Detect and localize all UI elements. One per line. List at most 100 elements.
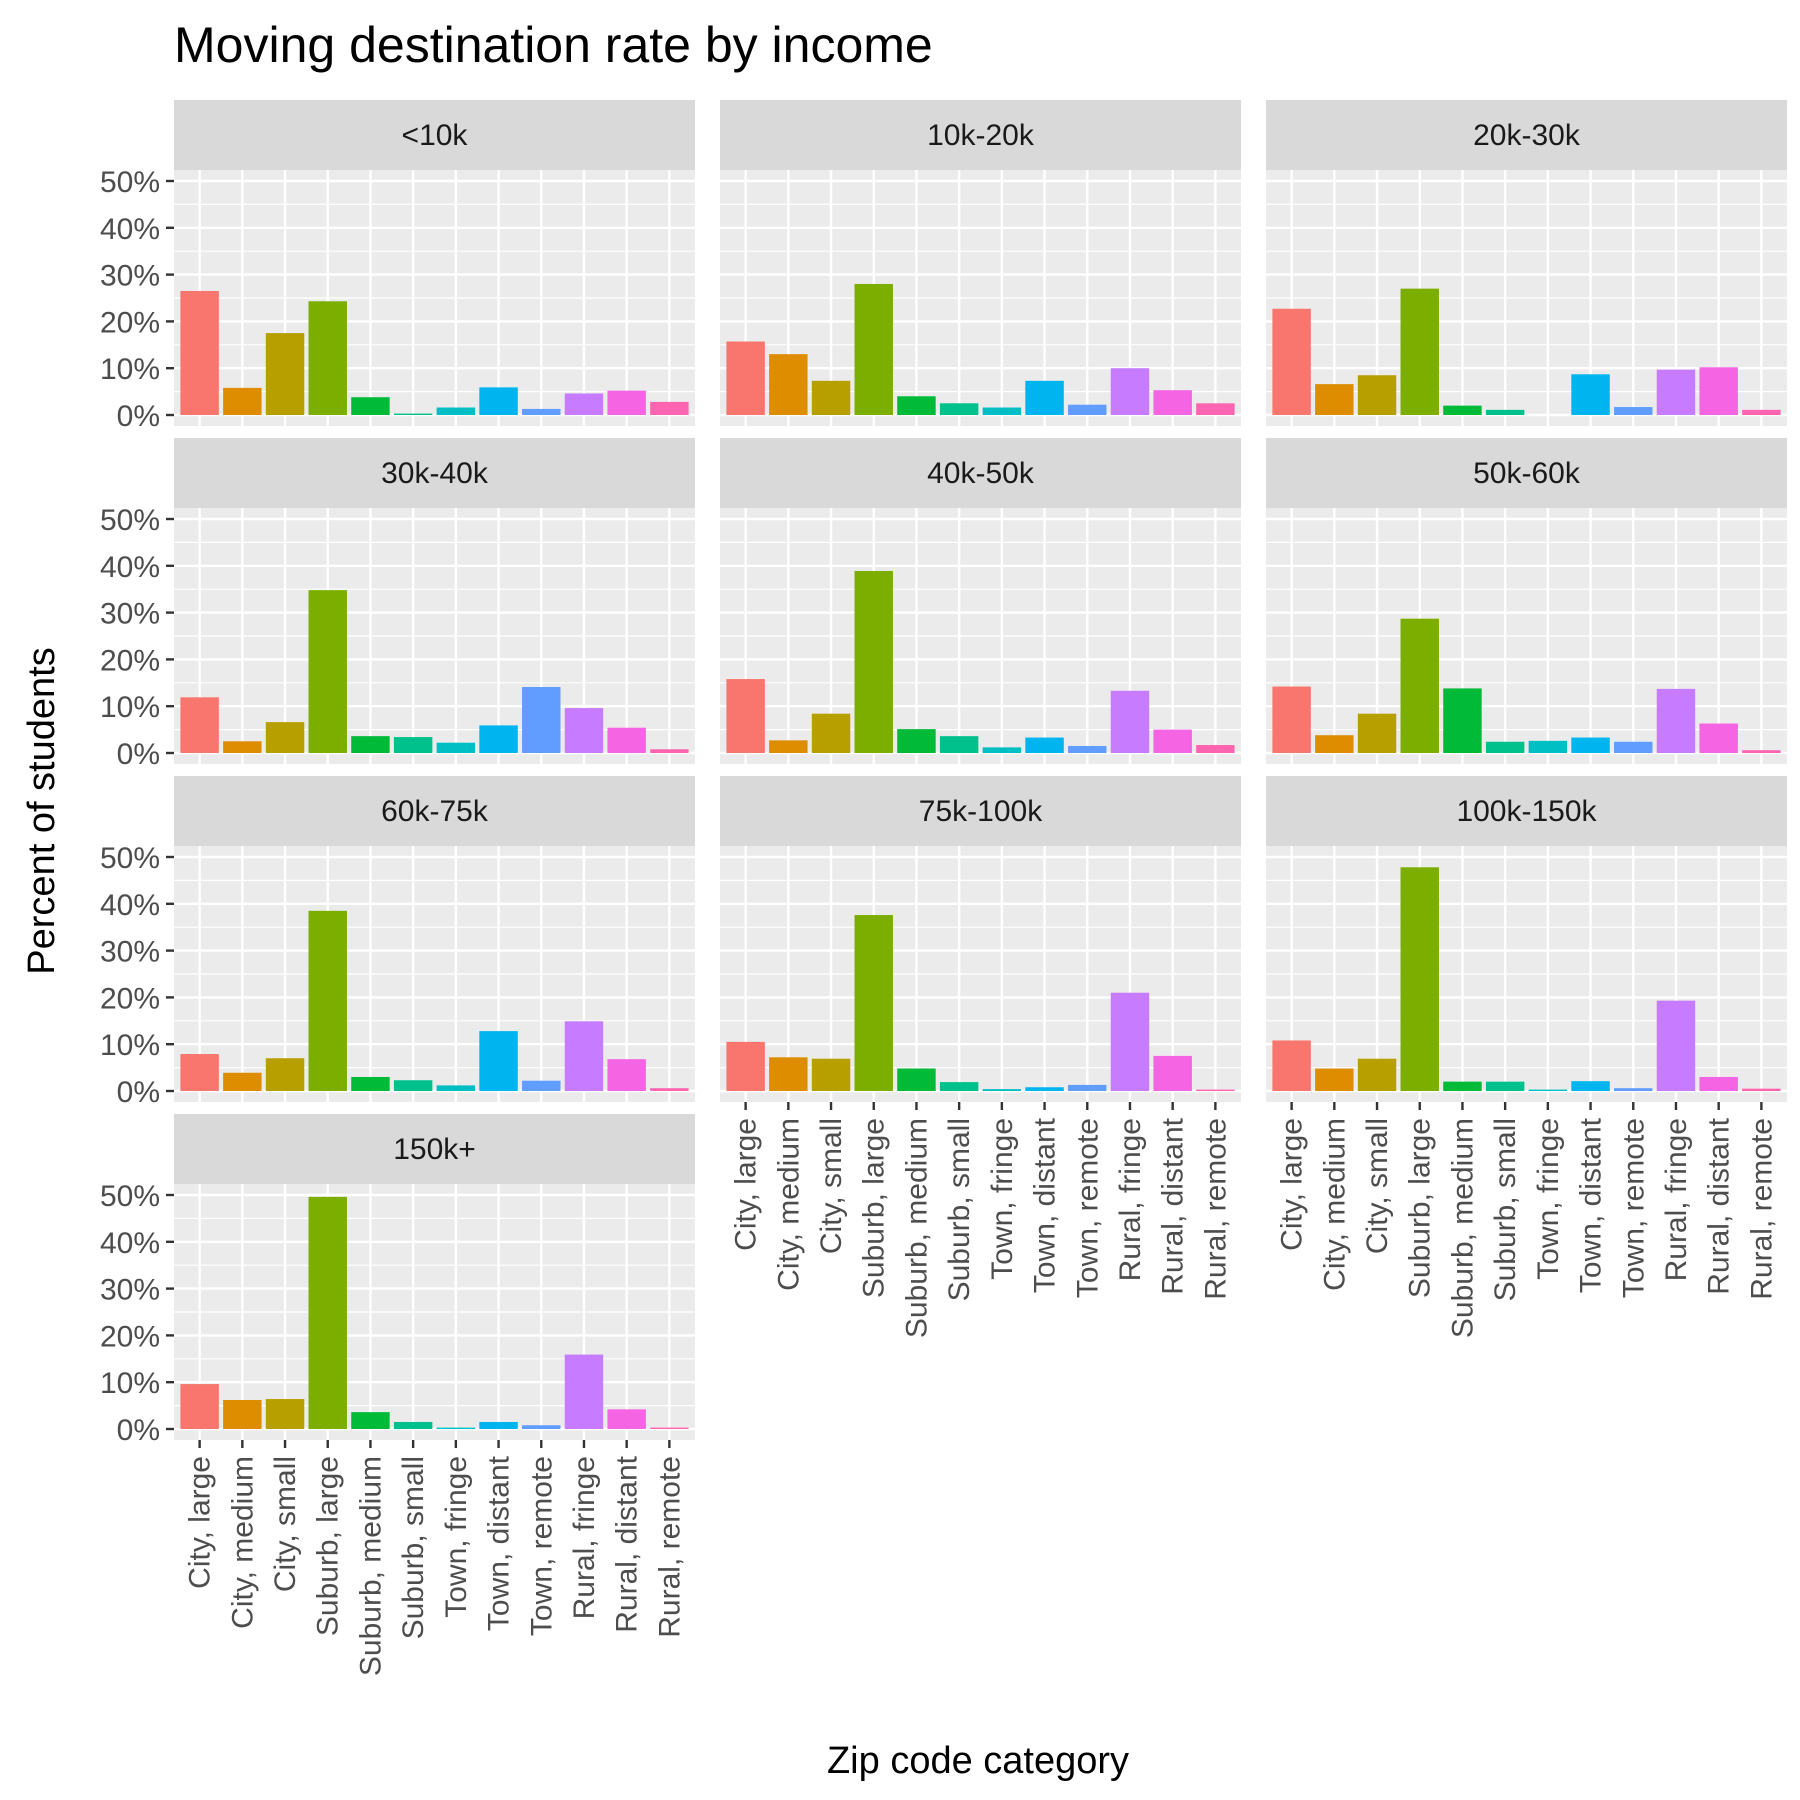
bar-100k-150k-city-small (1357, 1058, 1397, 1091)
bar-100k-150k-town-fringe (1528, 1089, 1568, 1091)
bar-40k-50k-rural-remote (1196, 745, 1235, 753)
x-tick-label: Town, distant (483, 1455, 516, 1631)
bar-20k-30k-rural-fringe (1656, 369, 1696, 415)
y-tick-label: 40% (100, 1227, 160, 1260)
bar-10k-20k-suburb-small (939, 403, 979, 415)
bar-100k-150k-rural-fringe (1656, 1000, 1696, 1091)
bar-40k-50k-town-distant (1025, 737, 1064, 753)
y-tick-label: 10% (100, 691, 160, 724)
x-tick-label: Suburb, small (943, 1118, 976, 1301)
bar-50k-60k-city-small (1357, 713, 1397, 753)
panel-75k-100k-strip (720, 776, 1241, 846)
panel-40k-50k-strip-label: 40k-50k (927, 457, 1035, 490)
x-tick-label: Town, distant (1029, 1117, 1062, 1293)
bar-150kplus-rural-remote (650, 1427, 689, 1429)
y-tick-label: 20% (100, 306, 160, 339)
panel-lt10k-strip-label: <10k (402, 119, 469, 152)
panel-40k-50k: 40k-50k (720, 438, 1241, 764)
bar-lt10k-rural-distant (607, 390, 646, 415)
facet-panels: <10k 0% 10% 20% 30% 40% 50% 10k-20k 20k-30k 30k-4… (100, 100, 1787, 1676)
bar-30k-40k-town-distant (479, 725, 518, 753)
bar-100k-150k-rural-distant (1699, 1076, 1738, 1091)
x-tick-label: Town, fringe (986, 1118, 1019, 1280)
y-axis-title: Percent of students (21, 647, 63, 974)
panel-150kplus: 150k+ 0% 10% 20% 30% 40% 50% City, large City, m… (100, 1114, 695, 1676)
bar-100k-150k-town-remote (1614, 1088, 1653, 1091)
bar-10k-20k-town-distant (1025, 380, 1064, 415)
bar-30k-40k-rural-remote (650, 749, 689, 753)
bar-lt10k-town-remote (522, 408, 561, 415)
bar-50k-60k-rural-distant (1699, 723, 1738, 753)
y-tick-label: 0% (117, 400, 160, 433)
y-tick-label: 40% (100, 889, 160, 922)
bar-50k-60k-town-remote (1614, 741, 1653, 753)
panel-10k-20k-strip-label: 10k-20k (927, 119, 1035, 152)
x-tick-label: Town, distant (1575, 1117, 1608, 1293)
bar-75k-100k-city-large (726, 1041, 765, 1091)
bar-60k-75k-town-distant (479, 1031, 518, 1091)
bar-10k-20k-town-remote (1068, 404, 1107, 415)
x-tick-label: City, small (1361, 1118, 1394, 1254)
x-tick-label: Suburb, large (1404, 1118, 1437, 1298)
bar-lt10k-town-distant (479, 387, 518, 415)
x-tick-label: City, medium (226, 1456, 259, 1629)
y-tick-label: 10% (100, 1367, 160, 1400)
x-tick-label: City, large (1276, 1118, 1309, 1251)
y-tick-label: 30% (100, 936, 160, 969)
y-tick-label: 30% (100, 598, 160, 631)
bar-10k-20k-rural-fringe (1110, 368, 1150, 415)
bar-60k-75k-suburb-small (393, 1080, 433, 1091)
panel-10k-20k: 10k-20k (720, 100, 1241, 426)
bar-20k-30k-city-small (1357, 375, 1397, 415)
x-tick-label: Rural, fringe (1114, 1118, 1147, 1281)
bar-30k-40k-town-remote (522, 687, 561, 753)
bar-150kplus-city-medium (223, 1399, 262, 1429)
x-tick-label: City, small (815, 1118, 848, 1254)
bar-75k-100k-rural-fringe (1110, 992, 1150, 1091)
bar-150kplus-rural-fringe (564, 1354, 604, 1429)
x-tick-label: Rural, distant (1157, 1117, 1190, 1294)
panel-40k-50k-strip (720, 438, 1241, 508)
x-tick-label: Town, remote (1071, 1118, 1104, 1298)
bar-lt10k-suburb-medium (351, 397, 390, 415)
bar-50k-60k-suburb-medium (1443, 688, 1482, 753)
y-tick-label: 30% (100, 260, 160, 293)
panel-30k-40k-strip-label: 30k-40k (381, 457, 489, 490)
bar-60k-75k-rural-fringe (564, 1021, 604, 1091)
bar-10k-20k-city-small (811, 380, 851, 415)
bar-60k-75k-town-fringe (436, 1085, 476, 1091)
panel-60k-75k: 60k-75k 0% 10% 20% 30% 40% 50% (100, 776, 695, 1109)
bar-60k-75k-rural-distant (607, 1059, 646, 1091)
bar-50k-60k-suburb-large (1400, 618, 1439, 753)
bar-100k-150k-city-large (1272, 1040, 1311, 1091)
bar-30k-40k-rural-fringe (564, 708, 604, 753)
panel-50k-60k: 50k-60k (1266, 438, 1787, 764)
panel-30k-40k: 30k-40k 0% 10% 20% 30% 40% 50% (100, 438, 695, 771)
bar-30k-40k-suburb-small (393, 737, 433, 753)
panel-20k-30k: 20k-30k (1266, 100, 1787, 426)
panel-lt10k-strip (174, 100, 695, 170)
panel-100k-150k: 100k-150k City, large City, medium City, sm… (1266, 776, 1787, 1338)
bar-40k-50k-city-medium (769, 740, 808, 753)
bar-40k-50k-suburb-large (854, 570, 893, 753)
bar-20k-30k-suburb-large (1400, 288, 1439, 415)
bar-40k-50k-city-large (726, 679, 765, 753)
x-tick-label: Town, fringe (440, 1456, 473, 1618)
bar-75k-100k-city-medium (769, 1057, 808, 1091)
bar-75k-100k-suburb-small (939, 1082, 979, 1091)
panel-60k-75k-strip-label: 60k-75k (381, 795, 489, 828)
bar-75k-100k-town-fringe (982, 1089, 1022, 1091)
bar-60k-75k-town-remote (522, 1080, 561, 1091)
bar-60k-75k-city-small (265, 1058, 305, 1091)
bar-10k-20k-town-fringe (982, 407, 1022, 415)
y-tick-label: 10% (100, 1029, 160, 1062)
bar-150kplus-town-remote (522, 1425, 561, 1429)
bar-40k-50k-rural-fringe (1110, 690, 1150, 753)
bar-150kplus-rural-distant (607, 1409, 646, 1429)
bar-40k-50k-town-remote (1068, 745, 1107, 753)
chart-title: Moving destination rate by income (174, 17, 933, 73)
bar-75k-100k-suburb-large (854, 915, 893, 1091)
bar-30k-40k-town-fringe (436, 742, 476, 753)
bar-150kplus-suburb-small (393, 1421, 433, 1429)
